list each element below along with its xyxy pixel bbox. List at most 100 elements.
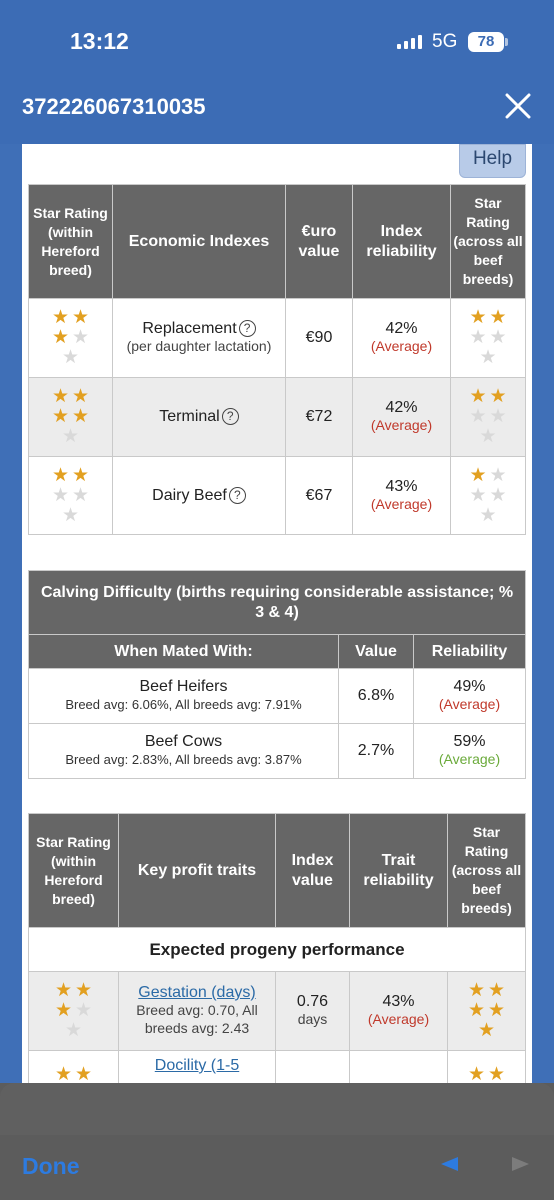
euro-value: €72 — [285, 377, 353, 457]
close-icon[interactable] — [500, 88, 536, 124]
table-row: ★ ★ ★ ★ ★ Dairy Beef? €67 43% (Average) ★ ★ ★ ★ ★ — [28, 456, 526, 535]
reliability-label: (Average) — [370, 495, 433, 512]
star-rating-across: ★★★★★ — [459, 387, 517, 447]
reliability-value: 42% — [385, 320, 418, 337]
header-star-within: Star Rating (within Hereford breed) — [28, 813, 119, 928]
nav-bar: 372226067310035 — [0, 80, 554, 144]
reliability-value: 42% — [385, 399, 418, 416]
page-title: 372226067310035 — [22, 94, 206, 119]
reliability-value: 59% — [453, 733, 486, 750]
star-filled-icon: ★ — [54, 1000, 73, 1021]
trait-link[interactable]: Gestation (days) — [138, 984, 256, 1001]
mated-with-name: Beef Heifers — [139, 678, 228, 695]
calving-value: 6.8% — [338, 668, 414, 724]
star-filled-icon: ★ — [51, 464, 70, 486]
euro-value: €67 — [285, 456, 353, 535]
header-value: Value — [338, 634, 414, 669]
battery-icon: 78 — [468, 32, 508, 52]
star-filled-icon: ★ — [51, 386, 70, 407]
table-row: ★ ★ ★ ★ ★ Replacement? (per daughter lactati… — [28, 298, 526, 378]
star-empty-icon: ★ — [489, 464, 507, 486]
breed-avg-text: Breed avg: 2.83%, All breeds avg: 3.87% — [65, 752, 302, 767]
star-empty-icon: ★ — [61, 504, 80, 526]
star-filled-icon: ★ — [487, 980, 506, 1001]
star-filled-icon: ★ — [71, 386, 90, 407]
star-filled-icon: ★ — [71, 406, 90, 427]
breed-avg-text: Breed avg: 6.06%, All breeds avg: 7.91% — [65, 697, 302, 712]
star-filled-icon: ★ — [487, 1064, 506, 1085]
star-rating-across: ★★★★★ — [459, 308, 517, 368]
star-filled-icon: ★ — [74, 980, 93, 1001]
star-empty-icon: ★ — [469, 406, 487, 427]
section-heading: Expected progeny performance — [28, 927, 526, 972]
help-button[interactable]: Help — [459, 144, 526, 178]
star-empty-icon: ★ — [64, 1020, 83, 1041]
star-filled-icon: ★ — [467, 1000, 486, 1021]
header-index-reliability: Index reliability — [352, 184, 451, 299]
star-filled-icon: ★ — [467, 1064, 486, 1085]
header-trait-reliability: Trait reliability — [349, 813, 448, 928]
index-subtitle: (per daughter lactation) — [126, 338, 272, 354]
back-arrow-icon[interactable] — [441, 1157, 458, 1171]
forward-arrow-icon[interactable] — [512, 1157, 529, 1171]
euro-value: €90 — [285, 298, 353, 378]
star-filled-icon: ★ — [54, 1064, 73, 1085]
star-empty-icon: ★ — [479, 426, 497, 447]
star-rating-within: ★★★★★ — [42, 308, 100, 368]
star-empty-icon: ★ — [489, 484, 507, 506]
reliability-value: 49% — [453, 678, 486, 695]
table-row: ★ ★ ★ ★ ★ Terminal? €72 42% (Average) ★ ★ ★ ★ ★ — [28, 377, 526, 457]
star-filled-icon: ★ — [51, 307, 70, 328]
reliability-label: (Average) — [370, 338, 433, 354]
index-unit: days — [297, 1011, 328, 1027]
signal-icon — [397, 34, 422, 49]
table-row: Beef Heifers Breed avg: 6.06%, All breeds… — [28, 668, 526, 724]
star-empty-icon: ★ — [479, 504, 497, 526]
table-row: ★★★★★ Docility (1-5 ★★★★★ — [28, 1050, 526, 1085]
help-circle-icon[interactable]: ? — [238, 320, 256, 337]
reliability-label: (Average) — [438, 751, 501, 767]
header-star-across: Star Rating (across all beef breeds) — [447, 813, 526, 928]
star-empty-icon: ★ — [469, 484, 487, 506]
header-euro-value: €uro value — [285, 184, 353, 299]
star-rating-within: ★★★★★ — [45, 981, 103, 1041]
index-name: Replacement — [142, 320, 237, 337]
header-key-profit-traits: Key profit traits — [118, 813, 276, 928]
index-name: Terminal — [159, 408, 220, 425]
reliability-value: 43% — [385, 477, 418, 495]
key-profit-traits-table: Star Rating (within Hereford breed) Key … — [28, 813, 526, 1084]
status-time: 13:12 — [70, 28, 129, 54]
star-empty-icon: ★ — [74, 1000, 93, 1021]
network-label: 5G — [432, 31, 458, 52]
trait-link[interactable]: Docility (1-5 — [154, 1057, 240, 1074]
index-name: Dairy Beef — [152, 486, 227, 504]
index-value: 0.76 — [296, 993, 329, 1010]
status-bar: 13:12 5G 78 — [0, 0, 554, 80]
reliability-label: (Average) — [370, 417, 433, 433]
star-empty-icon: ★ — [479, 347, 497, 368]
star-rating-within: ★★★★★ — [42, 464, 100, 526]
star-empty-icon: ★ — [61, 426, 80, 447]
help-circle-icon[interactable]: ? — [221, 408, 239, 425]
calving-title: Calving Difficulty (births requiring con… — [28, 570, 526, 635]
star-rating-across: ★★★★★ — [459, 464, 517, 526]
star-filled-icon: ★ — [74, 1064, 93, 1085]
main-content: Help Star Rating (within Hereford breed)… — [22, 144, 532, 1084]
star-filled-icon: ★ — [71, 464, 90, 486]
star-filled-icon: ★ — [487, 1000, 506, 1021]
header-reliability: Reliability — [413, 634, 526, 669]
header-mated-with: When Mated With: — [28, 634, 339, 669]
header-star-within: Star Rating (within Hereford breed) — [28, 184, 113, 299]
star-rating-within: ★★★★★ — [42, 387, 100, 447]
header-economic-indexes: Economic Indexes — [112, 184, 286, 299]
star-rating-within: ★★★★★ — [45, 1064, 103, 1085]
help-circle-icon[interactable]: ? — [228, 486, 246, 504]
star-filled-icon: ★ — [489, 307, 507, 328]
reliability-label: (Average) — [438, 696, 501, 712]
star-filled-icon: ★ — [54, 980, 73, 1001]
bottom-toolbar: Done — [0, 1083, 554, 1200]
star-rating-across: ★★★★★ — [458, 981, 516, 1041]
table-row: ★ ★ ★ ★ ★ Gestation (days) Breed avg: 0.70, A… — [28, 971, 526, 1051]
star-filled-icon: ★ — [51, 406, 70, 427]
done-button[interactable]: Done — [22, 1153, 80, 1179]
